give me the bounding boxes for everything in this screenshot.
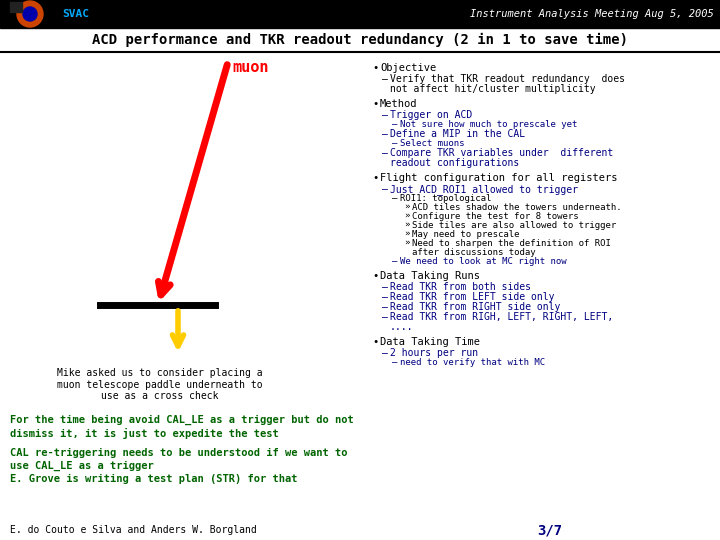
Text: after discussions today: after discussions today	[412, 248, 536, 257]
Text: Instrument Analysis Meeting Aug 5, 2005: Instrument Analysis Meeting Aug 5, 2005	[470, 9, 714, 19]
Text: –: –	[392, 120, 397, 129]
Text: Data Taking Runs: Data Taking Runs	[380, 271, 480, 281]
Text: Mike asked us to consider placing a
muon telescope paddle underneath to
use as a: Mike asked us to consider placing a muon…	[57, 368, 263, 401]
Text: •: •	[372, 337, 378, 347]
Text: E. Grove is writing a test plan (STR) for that: E. Grove is writing a test plan (STR) fo…	[10, 474, 297, 484]
Bar	[10, 2, 22, 12]
Text: –: –	[382, 184, 388, 194]
Text: dismiss it, it is just to expedite the test: dismiss it, it is just to expedite the t…	[10, 428, 279, 439]
Text: ROI1: topological: ROI1: topological	[400, 194, 491, 203]
Bar	[0, 0, 720, 28]
Text: –: –	[382, 74, 388, 84]
Text: 2 hours per run: 2 hours per run	[390, 348, 478, 358]
Text: –: –	[382, 312, 388, 322]
Text: –: –	[382, 348, 388, 358]
Text: Need to sharpen the definition of ROI: Need to sharpen the definition of ROI	[412, 239, 611, 248]
Text: Read TKR from RIGHT side only: Read TKR from RIGHT side only	[390, 302, 560, 312]
Text: Read TKR from RIGH, LEFT, RIGHT, LEFT,: Read TKR from RIGH, LEFT, RIGHT, LEFT,	[390, 312, 613, 322]
Text: ACD tiles shadow the towers underneath.: ACD tiles shadow the towers underneath.	[412, 203, 621, 212]
Text: ....: ....	[390, 322, 413, 332]
Text: Compare TKR variables under  different: Compare TKR variables under different	[390, 148, 613, 158]
Text: –: –	[382, 302, 388, 312]
Text: •: •	[372, 173, 378, 183]
Text: CAL re-triggering needs to be understood if we want to: CAL re-triggering needs to be understood…	[10, 448, 348, 458]
Text: ACD performance and TKR readout redundancy (2 in 1 to save time): ACD performance and TKR readout redundan…	[92, 33, 628, 47]
Text: May need to prescale: May need to prescale	[412, 230, 520, 239]
Text: Define a MIP in the CAL: Define a MIP in the CAL	[390, 129, 525, 139]
Text: –: –	[392, 358, 397, 367]
Text: –: –	[382, 110, 388, 120]
Text: »: »	[404, 221, 410, 230]
Text: Method: Method	[380, 99, 418, 109]
Text: For the time being avoid CAL_LE as a trigger but do not: For the time being avoid CAL_LE as a tri…	[10, 415, 354, 426]
Text: –: –	[382, 292, 388, 302]
Text: Objective: Objective	[380, 63, 436, 73]
Text: –: –	[392, 139, 397, 148]
Text: »: »	[404, 239, 410, 248]
Text: •: •	[372, 271, 378, 281]
Circle shape	[23, 7, 37, 21]
Text: •: •	[372, 99, 378, 109]
Text: Read TKR from LEFT side only: Read TKR from LEFT side only	[390, 292, 554, 302]
Text: –: –	[382, 148, 388, 158]
Text: Side tiles are also allowed to trigger: Side tiles are also allowed to trigger	[412, 221, 616, 230]
Text: use CAL_LE as a trigger: use CAL_LE as a trigger	[10, 461, 154, 471]
Text: »: »	[404, 230, 410, 239]
Text: muon: muon	[232, 60, 269, 75]
Text: Configure the test for 8 towers: Configure the test for 8 towers	[412, 212, 579, 221]
Text: Read TKR from both sides: Read TKR from both sides	[390, 282, 531, 292]
Text: We need to look at MC right now: We need to look at MC right now	[400, 257, 567, 266]
Text: Select muons: Select muons	[400, 139, 464, 148]
Circle shape	[17, 1, 43, 27]
Text: not affect hit/cluster multiplicity: not affect hit/cluster multiplicity	[390, 84, 595, 94]
Text: Trigger on ACD: Trigger on ACD	[390, 110, 472, 120]
Text: –: –	[392, 257, 397, 266]
Text: Flight configuration for all registers: Flight configuration for all registers	[380, 173, 618, 183]
Text: need to verify that with MC: need to verify that with MC	[400, 358, 545, 367]
Text: Verify that TKR readout redundancy  does: Verify that TKR readout redundancy does	[390, 74, 625, 84]
Text: SVAC: SVAC	[62, 9, 89, 19]
Text: readout configurations: readout configurations	[390, 158, 519, 168]
Text: »: »	[404, 203, 410, 212]
Text: »: »	[404, 212, 410, 221]
Text: •: •	[372, 63, 378, 73]
Text: Not sure how much to prescale yet: Not sure how much to prescale yet	[400, 120, 577, 129]
Text: –: –	[382, 282, 388, 292]
Text: Just ACD_ROI1 allowed to trigger: Just ACD_ROI1 allowed to trigger	[390, 184, 578, 195]
Text: –: –	[392, 194, 397, 203]
Text: Data Taking Time: Data Taking Time	[380, 337, 480, 347]
Text: 3/7: 3/7	[537, 523, 562, 537]
Text: E. do Couto e Silva and Anders W. Borgland: E. do Couto e Silva and Anders W. Borgla…	[10, 525, 257, 535]
Text: –: –	[382, 129, 388, 139]
